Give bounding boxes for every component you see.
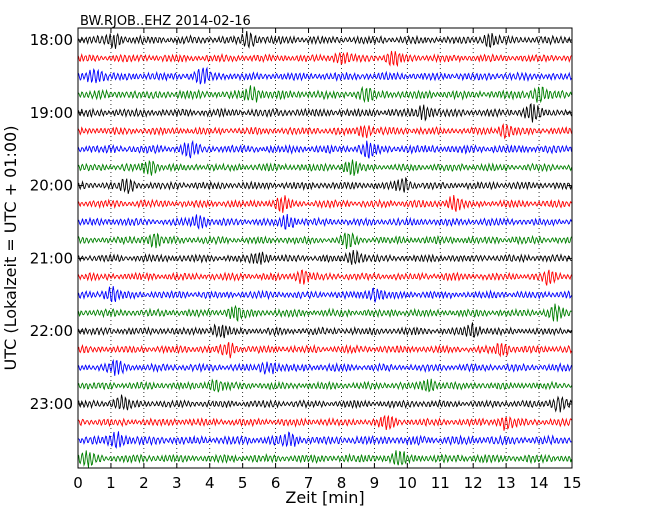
x-tick-label-10: 10	[398, 474, 417, 492]
trace-1900	[77, 103, 572, 123]
tick-layer: 0 1 2 3 4 5 6 7 8 9 10 11 12 13 14 1518:0019:0020:0021:…	[30, 28, 582, 492]
x-axis-label: Zeit [min]	[285, 488, 364, 507]
y-tick-label-3: 21:00	[30, 249, 73, 267]
x-tick-label-4: 4	[205, 474, 215, 492]
plot-frame	[77, 27, 573, 469]
trace-1800	[77, 31, 572, 49]
x-tick-label-8: 8	[337, 474, 347, 492]
trace-2045	[77, 232, 572, 249]
trace-2145	[77, 303, 572, 323]
trace-2315	[77, 414, 572, 431]
trace-2300	[77, 394, 572, 413]
trace-2100	[77, 249, 572, 265]
trace-2200	[77, 322, 572, 339]
chart-title: BW.RJOB..EHZ 2014-02-16	[80, 14, 251, 29]
y-tick-label-2: 20:00	[30, 177, 73, 195]
x-tick-label-6: 6	[271, 474, 281, 492]
y-tick-label-4: 22:00	[30, 322, 73, 340]
trace-2330	[77, 431, 572, 449]
x-tick-label-15: 15	[562, 474, 581, 492]
x-tick-label-13: 13	[497, 474, 516, 492]
trace-2115	[77, 269, 572, 286]
trace-2130	[77, 286, 572, 303]
trace-2215	[77, 342, 572, 359]
x-tick-label-2: 2	[139, 474, 149, 492]
trace-1815	[77, 50, 572, 68]
grid-layer	[110, 28, 540, 468]
x-tick-label-1: 1	[106, 474, 116, 492]
trace-2230	[77, 358, 572, 376]
x-tick-label-11: 11	[431, 474, 450, 492]
x-tick-label-0: 0	[73, 474, 83, 492]
x-tick-label-7: 7	[304, 474, 314, 492]
trace-1845	[77, 85, 572, 104]
x-tick-label-5: 5	[238, 474, 248, 492]
trace-1930	[77, 139, 572, 159]
trace-1830	[77, 66, 572, 85]
trace-2345	[77, 450, 572, 468]
trace-2030	[77, 214, 572, 230]
trace-2015	[77, 195, 572, 213]
y-tick-label-5: 23:00	[30, 395, 73, 413]
y-axis-label: UTC (Lokalzeit = UTC + 01:00)	[1, 126, 20, 371]
x-tick-label-14: 14	[530, 474, 549, 492]
x-tick-label-12: 12	[464, 474, 483, 492]
y-tick-label-1: 19:00	[30, 104, 73, 122]
trace-1945	[77, 159, 572, 176]
y-tick-label-0: 18:00	[30, 31, 73, 49]
x-tick-label-3: 3	[172, 474, 182, 492]
trace-layer	[77, 31, 572, 468]
trace-2000	[77, 176, 572, 194]
x-tick-label-9: 9	[370, 474, 380, 492]
trace-2245	[77, 378, 572, 393]
trace-1915	[77, 122, 572, 140]
